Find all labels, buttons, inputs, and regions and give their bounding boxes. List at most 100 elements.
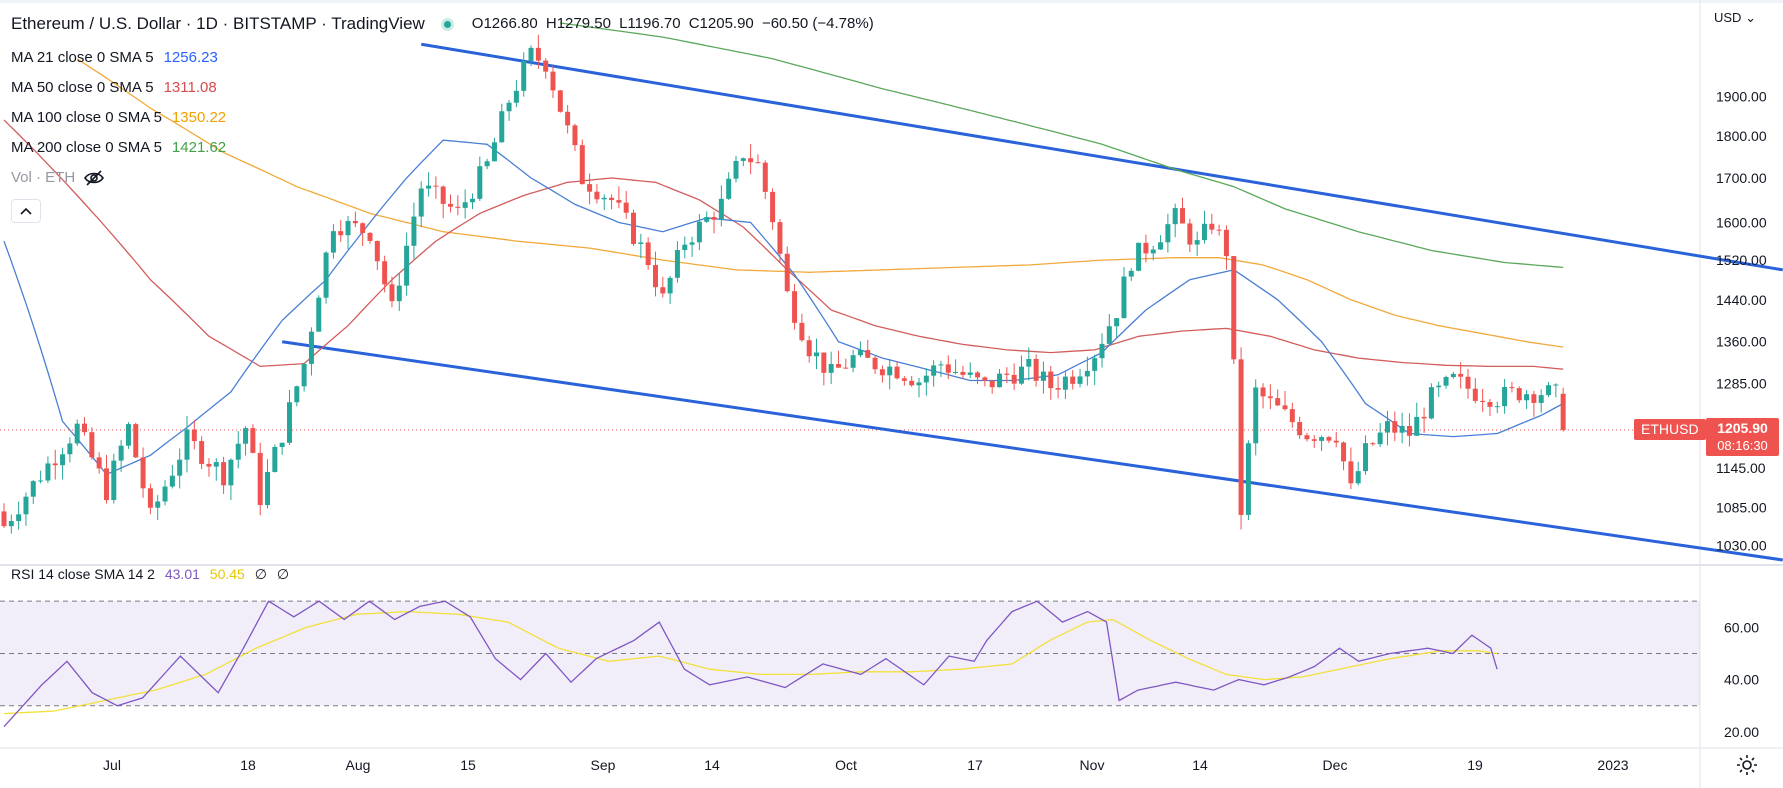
candle	[711, 217, 717, 220]
candle	[718, 198, 724, 220]
rsi-legend[interactable]: RSI 14 close SMA 14 2 43.01 50.45 ∅ ∅	[11, 566, 295, 583]
candle	[1136, 242, 1142, 271]
candle	[228, 459, 234, 486]
indicator-value: 1256.23	[163, 49, 218, 66]
candle	[103, 468, 109, 501]
time-tick-label: Nov	[1080, 757, 1105, 773]
candle	[909, 380, 915, 386]
market-open-icon	[440, 17, 454, 31]
candle	[1333, 440, 1339, 443]
ohlc-change: −60.50 (−4.78%)	[761, 15, 874, 32]
candle	[645, 242, 651, 266]
ma100-line	[76, 58, 1564, 348]
indicator-value: 1350.22	[171, 109, 227, 126]
candle	[1494, 406, 1500, 408]
candle	[887, 366, 893, 376]
rsi-extra-2: ∅	[276, 566, 290, 582]
candle	[1443, 377, 1449, 386]
last-price-tag: 1205.90 08:16:30	[1706, 418, 1779, 456]
rsi-tick-label: 20.00	[1724, 724, 1759, 740]
candle	[1092, 358, 1098, 371]
candle	[938, 364, 944, 366]
hidden-eye-icon[interactable]	[83, 169, 105, 187]
chevron-up-icon	[20, 207, 32, 215]
candle	[111, 460, 117, 501]
price-tick-label: 1360.00	[1716, 334, 1767, 350]
candles	[1, 34, 1566, 534]
settings-gear-icon[interactable]	[1734, 752, 1760, 778]
candle	[235, 443, 241, 460]
candle	[528, 47, 534, 61]
collapse-legend-button[interactable]	[11, 199, 41, 223]
candle	[294, 386, 300, 403]
candle	[367, 232, 373, 241]
candle	[1011, 374, 1017, 384]
candle	[162, 486, 168, 502]
candle	[1238, 359, 1244, 515]
candle	[1223, 229, 1229, 257]
indicator-ma21[interactable]: MA 21 close 0 SMA 5 1256.23	[11, 43, 878, 73]
volume-label: Vol · ETH	[11, 169, 76, 186]
candle	[140, 457, 146, 489]
candle	[989, 380, 995, 388]
indicator-ma100[interactable]: MA 100 close 0 SMA 5 1350.22	[11, 103, 878, 133]
indicator-ma50[interactable]: MA 50 close 0 SMA 5 1311.08	[11, 73, 878, 103]
candle	[923, 375, 929, 383]
candle	[616, 200, 622, 203]
rsi-tick-label: 40.00	[1724, 672, 1759, 688]
candle	[535, 47, 541, 61]
candle	[404, 245, 410, 286]
indicator-value: 1311.08	[163, 79, 217, 96]
candle	[1428, 387, 1434, 419]
candle	[835, 364, 841, 368]
time-tick-label: Jul	[103, 757, 121, 773]
candle	[199, 441, 205, 464]
candle	[1172, 208, 1178, 225]
price-tick-label: 1520.00	[1716, 252, 1767, 268]
indicator-volume[interactable]: Vol · ETH	[11, 163, 878, 193]
candle	[1531, 394, 1537, 403]
candle	[1194, 240, 1200, 245]
candle	[982, 377, 988, 381]
candle	[96, 457, 102, 469]
candle	[667, 277, 673, 294]
candle	[784, 253, 790, 292]
rsi-ma-line	[3, 610, 1498, 715]
candle	[623, 202, 629, 213]
price-tick-label: 1030.00	[1716, 538, 1767, 554]
candle	[1267, 396, 1273, 399]
candle	[572, 125, 578, 146]
candle	[1311, 439, 1317, 441]
candle	[374, 240, 380, 262]
candle	[1363, 443, 1369, 472]
candle	[169, 475, 175, 487]
time-tick-label: Oct	[835, 757, 857, 773]
candle	[901, 378, 907, 381]
candle	[1070, 376, 1076, 384]
candle	[1282, 405, 1288, 410]
candle	[82, 423, 88, 433]
candle	[631, 212, 637, 244]
candle	[1341, 442, 1347, 462]
candle	[213, 462, 219, 467]
candle	[945, 364, 951, 373]
currency-selector[interactable]: USD ⌄	[1714, 10, 1756, 26]
channel-lines	[281, 42, 1783, 562]
candle	[1084, 370, 1090, 377]
ohlc-close: C1205.90	[688, 15, 754, 32]
bar-countdown: 08:16:30	[1717, 438, 1768, 453]
candle	[557, 90, 563, 112]
indicator-ma200[interactable]: MA 200 close 0 SMA 5 1421.62	[11, 133, 878, 163]
candle	[1040, 371, 1046, 381]
ma21-line	[3, 139, 1564, 476]
candle	[1516, 388, 1522, 401]
candle	[1026, 359, 1032, 367]
rsi-label: RSI 14 close SMA 14 2	[11, 566, 155, 582]
candle	[748, 158, 754, 163]
candle	[777, 222, 783, 254]
candle	[1216, 229, 1222, 231]
symbol-price-label: ETHUSD	[1634, 419, 1706, 440]
candle	[74, 423, 80, 444]
candle	[740, 158, 746, 161]
